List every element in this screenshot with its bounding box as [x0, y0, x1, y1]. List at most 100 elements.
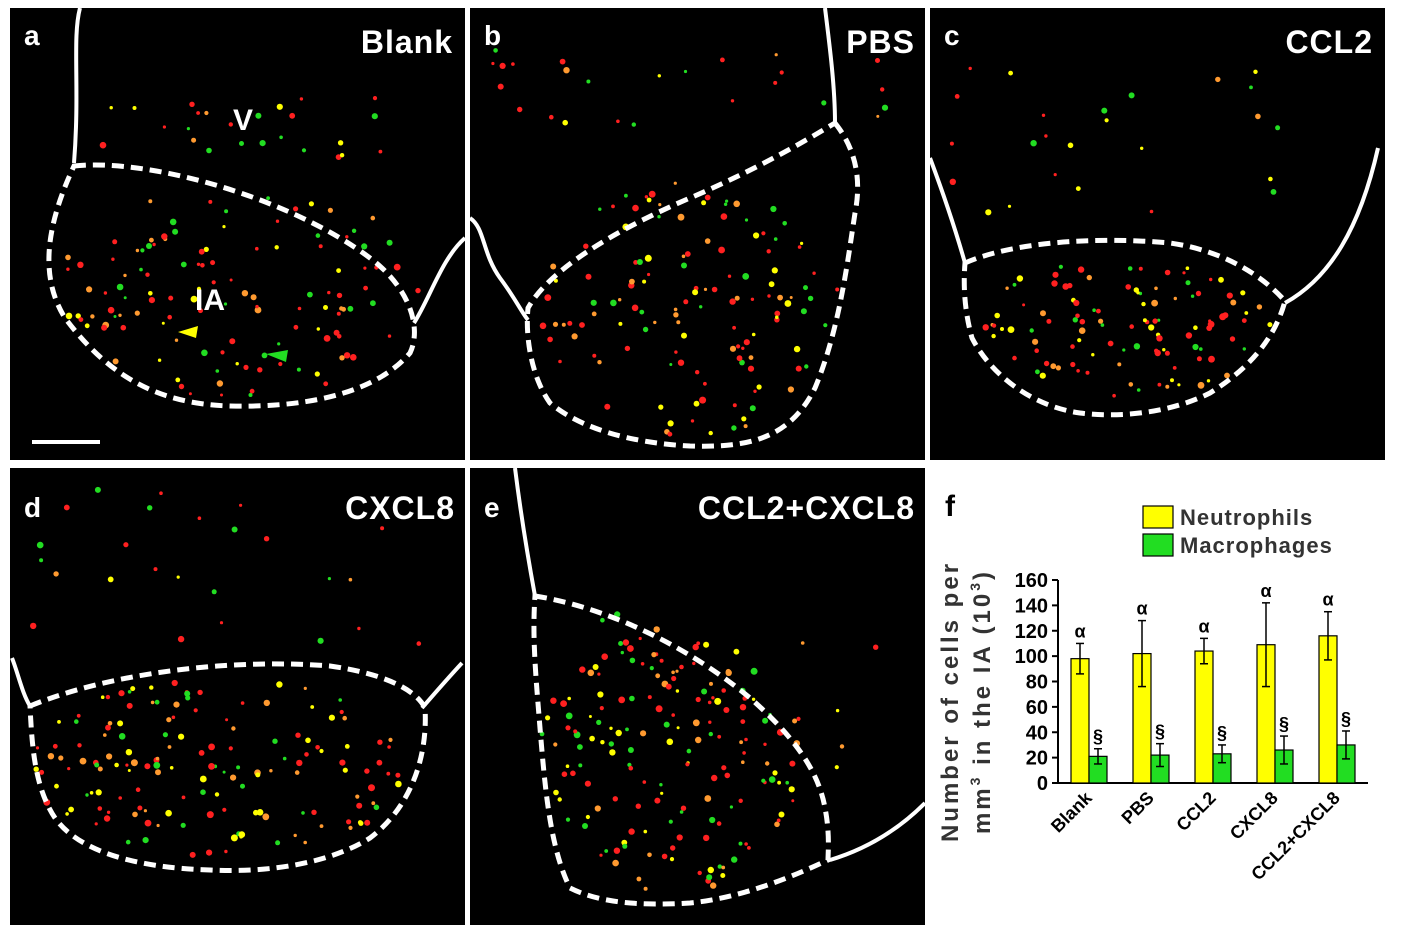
cell-dot — [1043, 360, 1050, 367]
cell-dot — [549, 114, 554, 120]
cell-dot — [750, 297, 755, 301]
cell-dot — [323, 381, 329, 387]
cell-dot — [1140, 146, 1144, 150]
cell-dot — [1224, 372, 1230, 379]
cell-dot — [279, 135, 283, 140]
panel-b-pbs: b PBS — [470, 8, 925, 460]
cell-dot — [1162, 348, 1166, 352]
cell-dot — [739, 740, 743, 745]
cell-dot — [597, 360, 602, 365]
cell-dot — [647, 695, 652, 700]
cell-dot — [590, 299, 597, 306]
cell-dot — [579, 322, 585, 328]
cell-dot — [717, 864, 722, 869]
cell-dot — [76, 713, 81, 718]
cell-dot — [787, 386, 794, 393]
cell-dot — [188, 392, 192, 396]
cell-dot — [327, 290, 331, 295]
legend-swatch-macrophages — [1142, 533, 1174, 557]
cell-dot — [835, 287, 840, 292]
cell-dot — [594, 805, 601, 812]
cell-dot — [348, 825, 353, 830]
cell-dot — [74, 719, 79, 724]
cell-dot — [90, 314, 95, 319]
cell-dot — [685, 762, 690, 767]
cell-dot — [1193, 325, 1198, 331]
cell-dot — [711, 286, 718, 293]
significance-mark: α — [1198, 616, 1209, 636]
cell-dot — [665, 683, 672, 690]
cell-dot — [647, 272, 651, 277]
cell-dot — [86, 286, 93, 293]
legend-label: Macrophages — [1180, 533, 1333, 558]
cell-dot — [259, 140, 266, 147]
cell-dot — [611, 204, 615, 209]
cell-dot — [249, 388, 255, 394]
green-arrowhead-icon — [266, 350, 288, 362]
cell-dot — [299, 97, 304, 101]
cell-dot — [1226, 292, 1233, 299]
cell-dot — [559, 58, 566, 65]
cell-dot — [307, 291, 313, 298]
cell-dot — [276, 103, 283, 110]
cell-dot — [1255, 113, 1261, 120]
cell-dot — [1075, 186, 1081, 192]
cell-dot — [351, 228, 357, 233]
y-tick-label: 0 — [1037, 773, 1048, 795]
cell-dot — [278, 361, 283, 367]
cell-dot — [193, 708, 198, 713]
cell-dot — [622, 843, 628, 849]
cell-dot — [282, 756, 287, 761]
cell-dot — [263, 536, 270, 542]
cell-dot — [625, 727, 629, 732]
cell-dot — [1149, 209, 1154, 214]
cell-dot — [582, 823, 588, 829]
legend-swatch-neutrophils — [1142, 505, 1174, 529]
cell-dot — [337, 140, 344, 146]
cell-dot — [750, 667, 758, 675]
cell-dot — [111, 257, 115, 261]
cell-dot — [1034, 348, 1039, 354]
yellow-arrowhead-icon — [178, 326, 198, 338]
cell-dot — [1128, 382, 1134, 387]
cell-dot — [229, 278, 233, 282]
cell-dot — [125, 839, 131, 845]
cell-dot — [658, 203, 662, 207]
cell-dot — [1007, 326, 1015, 333]
panel-title: Blank — [360, 24, 453, 60]
cell-dot — [169, 218, 177, 226]
cell-dot — [604, 403, 611, 410]
panel-c-image — [930, 66, 1380, 418]
cell-dot — [357, 820, 363, 825]
cell-dot — [738, 798, 743, 803]
cell-dot — [669, 363, 673, 366]
cell-dot — [539, 731, 545, 737]
cell-dot — [1208, 319, 1212, 323]
cell-dot — [667, 420, 674, 427]
cell-dot — [125, 749, 133, 756]
cell-dot — [363, 266, 367, 270]
cell-dot — [236, 765, 241, 770]
cell-dot — [834, 765, 839, 770]
cell-dot — [791, 799, 795, 803]
cell-dot — [612, 859, 619, 867]
cell-dot — [539, 322, 547, 330]
panel-c-ccl2: c CCL2 — [930, 8, 1385, 460]
cell-dot — [683, 299, 689, 305]
cell-dot — [294, 770, 300, 775]
cell-dot — [1077, 338, 1082, 343]
cell-dot — [727, 274, 732, 278]
cell-dot — [800, 308, 807, 315]
panel-letter: a — [24, 20, 40, 51]
cell-dot — [184, 690, 191, 697]
cell-dot — [774, 53, 778, 57]
x-tick-label: Blank — [1047, 787, 1097, 837]
cell-dot — [222, 225, 226, 229]
cell-dot — [355, 794, 360, 799]
cell-dot — [968, 66, 972, 71]
cell-dot — [768, 281, 775, 288]
cell-dot — [676, 320, 681, 325]
cell-dot — [763, 742, 767, 746]
cell-dot — [1244, 311, 1249, 315]
cell-dot — [761, 778, 766, 783]
